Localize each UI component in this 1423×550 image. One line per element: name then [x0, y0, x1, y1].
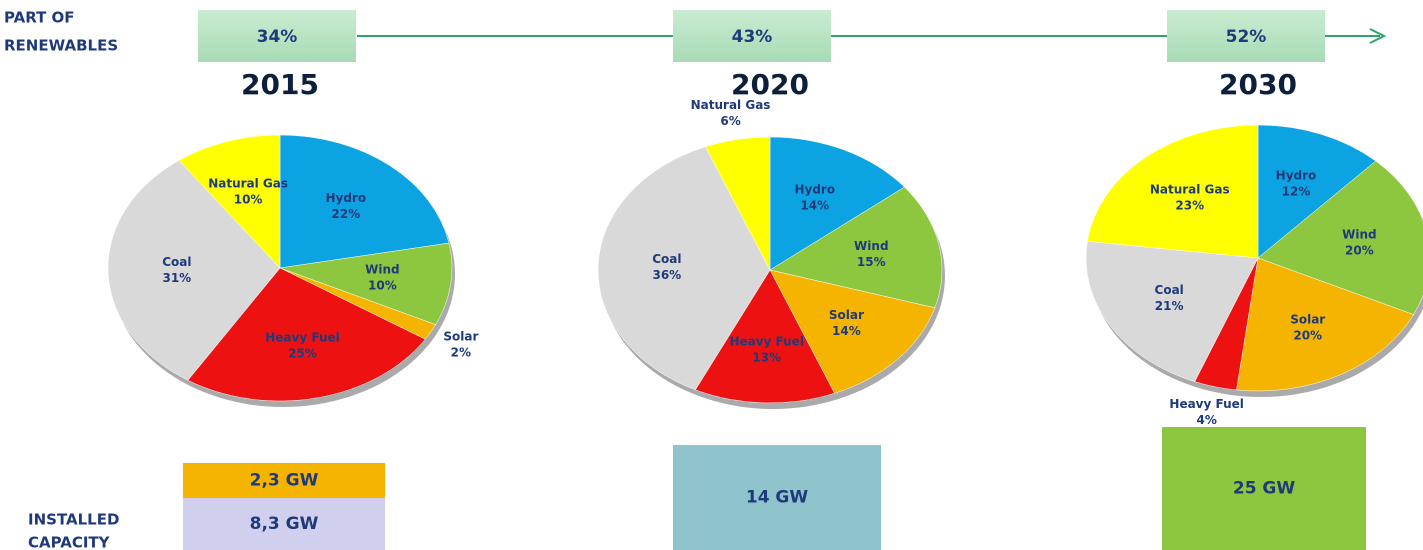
- slice-label: Solar: [829, 308, 864, 322]
- slice-value: 20%: [1293, 328, 1322, 342]
- renewables-box: [198, 10, 356, 62]
- slice-label: Solar: [1290, 312, 1325, 326]
- slice-label: Coal: [162, 255, 191, 269]
- pie-slice: [1085, 241, 1259, 382]
- renewables-label: RENEWABLES: [4, 37, 118, 55]
- pie-slice: [1236, 257, 1415, 392]
- slice-value: 2%: [451, 345, 471, 359]
- slice-label: Hydro: [325, 191, 366, 205]
- pie-slice: [279, 134, 450, 269]
- renewables-label: PART OF: [4, 9, 75, 27]
- slice-value: 23%: [1175, 199, 1204, 213]
- slice-label: Coal: [1155, 283, 1184, 297]
- slice-value: 15%: [857, 255, 886, 269]
- slice-label: Wind: [1342, 228, 1376, 242]
- pie-slice: [597, 146, 771, 391]
- pie-slice: [1257, 124, 1377, 259]
- slice-label: Heavy Fuel: [1169, 397, 1244, 411]
- slice-label: Coal: [652, 252, 681, 266]
- slice-label: Hydro: [1276, 168, 1317, 182]
- pie-title: 2030: [1219, 68, 1297, 101]
- slice-value: 20%: [1345, 244, 1374, 258]
- slice-label: Wind: [365, 263, 399, 277]
- renewables-box: [1167, 10, 1325, 62]
- pie-title: 2015: [241, 68, 319, 101]
- capacity-value: 2,3 GW: [250, 471, 319, 491]
- pie-slice: [769, 136, 905, 271]
- capacity-box: [1162, 427, 1366, 550]
- timeline-arrow: [1369, 28, 1387, 44]
- renewables-value: 43%: [732, 27, 773, 47]
- renewables-value: 34%: [257, 27, 298, 47]
- slice-label: Natural Gas: [208, 177, 288, 191]
- slice-value: 10%: [234, 193, 263, 207]
- slice-value: 36%: [652, 268, 681, 282]
- pie-slice: [769, 269, 936, 394]
- capacity-value: 8,3 GW: [250, 514, 319, 534]
- slice-value: 14%: [800, 199, 829, 213]
- pie-title: 2020: [731, 68, 809, 101]
- capacity-value: 14 GW: [746, 488, 809, 508]
- pie-slice: [279, 242, 453, 325]
- capacity-value: 25 GW: [1233, 479, 1296, 499]
- capacity-box: [183, 463, 385, 498]
- renewables-box: [673, 10, 831, 62]
- pie-slice: [1257, 160, 1423, 315]
- pie-slice: [107, 160, 281, 381]
- capacity-label: INSTALLED: [28, 511, 119, 529]
- slice-label: Heavy Fuel: [265, 330, 340, 344]
- pie-slice: [705, 136, 771, 271]
- slice-label: Heavy Fuel: [729, 334, 804, 348]
- pie-slice: [187, 267, 426, 402]
- pie-slice: [1087, 124, 1259, 259]
- slice-value: 13%: [752, 350, 781, 364]
- slice-value: 22%: [331, 207, 360, 221]
- capacity-label: CAPACITY: [28, 534, 111, 550]
- slice-value: 25%: [288, 346, 317, 360]
- slice-label: Hydro: [794, 183, 835, 197]
- slice-value: 4%: [1196, 413, 1216, 427]
- slice-value: 12%: [1282, 184, 1311, 198]
- capacity-box: [673, 445, 881, 550]
- pie-slice: [769, 186, 943, 309]
- renewables-value: 52%: [1226, 27, 1267, 47]
- slice-label: Natural Gas: [691, 98, 771, 112]
- pie-slice: [178, 134, 281, 269]
- slice-value: 6%: [720, 114, 740, 128]
- slice-value: 21%: [1155, 299, 1184, 313]
- capacity-box: [183, 498, 385, 550]
- slice-value: 31%: [162, 271, 191, 285]
- slice-label: Solar: [443, 329, 478, 343]
- slice-label: Wind: [854, 239, 888, 253]
- slice-value: 10%: [368, 279, 397, 293]
- slice-value: 14%: [832, 324, 861, 338]
- pie-slice: [694, 269, 835, 404]
- slice-label: Natural Gas: [1150, 183, 1230, 197]
